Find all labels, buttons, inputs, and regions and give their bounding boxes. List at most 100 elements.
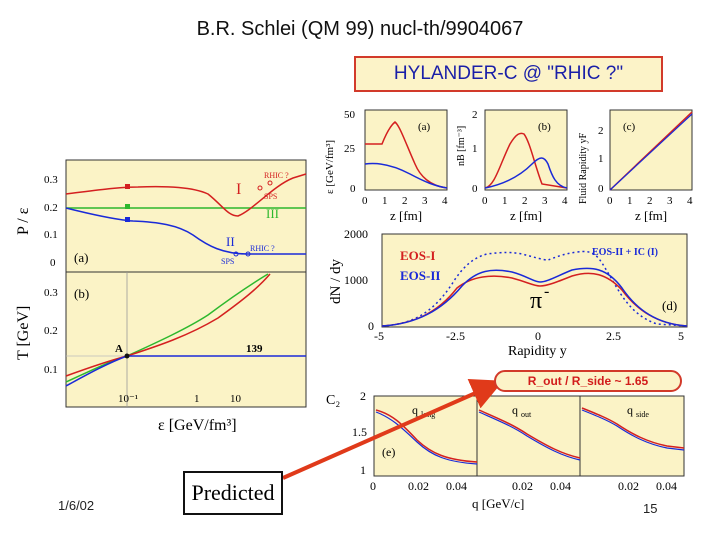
svg-text:4: 4 (687, 195, 693, 207)
ratio-label: R_out / R_side ~ 1.65 (494, 370, 682, 392)
rapidity-xtick-2: 0 (535, 329, 541, 343)
curve-label-eos2: II (226, 234, 235, 249)
point-a-label: A (115, 343, 123, 355)
c2-out-red (478, 409, 581, 459)
c2-xtick-1: 0.02 (408, 479, 429, 493)
panel-b-tag: (b) (538, 121, 551, 133)
c2-side-blue (581, 409, 685, 451)
rapidity-ytick-1: 1000 (344, 273, 368, 287)
eos2-marker (125, 217, 130, 222)
q-out-sub: out (521, 410, 532, 419)
svg-text:3: 3 (422, 195, 428, 207)
rapidity-xtick-0: -5 (374, 329, 384, 343)
panel-c-ytick-0: 2 (598, 125, 604, 137)
eos3-bottom-curve (65, 273, 269, 383)
panel-a-ylabel: ε [GeV/fm³] (324, 140, 336, 194)
c2-side-red (581, 407, 685, 449)
xtick-1: 1 (194, 393, 200, 405)
svg-text:0: 0 (482, 195, 488, 207)
left-eos-plot: 0.3 0.2 0.1 0 0.3 0.2 0.1 P / ε T [GeV] … (15, 159, 307, 434)
panel-c-ylabel: Fluid Rapidity yF (578, 132, 589, 204)
point-a-marker (124, 353, 130, 359)
eos1-bottom-curve (65, 273, 271, 377)
ytick-bot-1: 0.2 (44, 325, 58, 337)
sps-marker-2 (233, 251, 239, 257)
panel-b-ytick-2: 0 (472, 183, 478, 195)
svg-text:4: 4 (562, 195, 568, 207)
rapidity-xlabel: Rapidity y (508, 344, 567, 359)
ytick-top-3: 0 (50, 257, 56, 269)
svg-text:3: 3 (542, 195, 548, 207)
svg-text:4: 4 (442, 195, 448, 207)
rapidity-ytick-2: 0 (368, 319, 374, 333)
rapidity-ylabel: dN / dy (328, 259, 344, 305)
panel-b-frame (484, 109, 568, 191)
panel-a-frame (364, 109, 448, 191)
panel-c-ytick-1: 1 (598, 153, 604, 165)
predicted-box: Predicted (183, 471, 283, 515)
xtick-2: 10 (230, 393, 242, 405)
ytick-top-2: 0.1 (44, 229, 58, 241)
particle-pi-sup: - (544, 283, 549, 300)
particle-pi: π (530, 288, 542, 314)
c2-ytick-0: 2 (360, 389, 366, 403)
svg-text:1: 1 (627, 195, 633, 207)
rapidity-xtick-4: 5 (678, 329, 684, 343)
ytick-top-0: 0.3 (44, 174, 58, 186)
c2-out-blue (478, 411, 581, 461)
q-side-sub: side (636, 410, 649, 419)
page-number: 15 (643, 501, 658, 516)
rapidity-ytick-0: 2000 (344, 227, 368, 241)
rapidity-xtick-1: -2.5 (446, 329, 465, 343)
ytick-bot-2: 0.1 (44, 364, 58, 376)
panel-a-ytick-1: 25 (344, 143, 356, 155)
ylabel-p-eps: P / ε (15, 207, 32, 235)
ylabel-temperature: T [GeV] (15, 306, 32, 360)
c2-xtick-4: 0.04 (550, 479, 571, 493)
panel-b-xlabel: z [fm] (510, 208, 542, 223)
panel-a-blue-curve (364, 162, 448, 189)
eos1-top-curve (65, 173, 307, 217)
eos1-marker (125, 184, 130, 189)
c2-long-blue (375, 411, 478, 465)
c2-tag: (e) (382, 445, 395, 459)
left-panel-tag-a: (a) (74, 250, 88, 265)
panel-a-xlabel: z [fm] (390, 208, 422, 223)
rapidity-xtick-3: 2.5 (606, 329, 621, 343)
top-right-plots: (a) 50 25 0 ε [GeV/fm³] (b) 2 1 0 nB [fm… (324, 109, 693, 223)
svg-text:2: 2 (647, 195, 653, 207)
eos2-ic-dotted-curve (381, 250, 688, 327)
xtick-0: 10⁻¹ (118, 393, 138, 405)
sps-label-2: SPS (221, 257, 234, 266)
legend-eos2-ic: EOS-II + IC (I) (592, 247, 658, 258)
panel-a-ytick-0: 50 (344, 109, 356, 121)
left-panel-tag-b: (b) (74, 286, 89, 301)
panel-c-ytick-2: 0 (598, 183, 604, 195)
eos2-rapidity-curve (381, 267, 688, 327)
rapidity-frame (381, 233, 688, 328)
c2-correlation-plot: q long q out q side (e) C₂ 2 1.5 1 0 0.0… (326, 389, 685, 511)
svg-text:2: 2 (402, 195, 408, 207)
ytick-top-1: 0.2 (44, 202, 58, 214)
sps-label-1: SPS (264, 192, 277, 201)
eos2-top-curve (65, 207, 306, 255)
rhic-marker-2 (245, 251, 251, 257)
q-long-label: q (412, 403, 418, 417)
left-plot-frame (65, 159, 307, 408)
curve-label-eos3: III (266, 206, 279, 221)
rhic-marker-1 (267, 180, 273, 186)
svg-text:0: 0 (362, 195, 368, 207)
svg-text:2: 2 (522, 195, 528, 207)
left-xlabel: ε [GeV/fm³] (158, 417, 237, 434)
c2-xtick-0: 0 (370, 479, 376, 493)
ytick-bot-0: 0.3 (44, 287, 58, 299)
rhic-label-2: RHIC ? (250, 244, 275, 253)
c2-xtick-5: 0.02 (618, 479, 639, 493)
panel-a-red-curve (365, 121, 448, 189)
panel-b-ytick-0: 2 (472, 109, 478, 121)
panel-c-xlabel: z [fm] (635, 208, 667, 223)
legend-eos1: EOS-I (400, 248, 435, 263)
rapidity-plot: EOS-I EOS-II EOS-II + IC (I) π - (d) 200… (328, 227, 688, 359)
legend-eos2: EOS-II (400, 268, 440, 283)
